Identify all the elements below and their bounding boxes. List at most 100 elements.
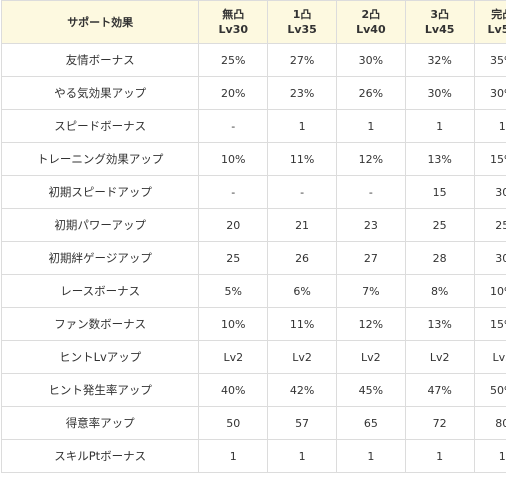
table-row: ヒント発生率アップ 40% 42% 45% 47% 50%: [0, 373, 506, 407]
header-effect: サポート効果: [0, 0, 200, 44]
header-level-4: 完凸 Lv50: [473, 0, 506, 44]
value-cell: 25: [198, 241, 269, 275]
value-cell: 50%: [473, 373, 506, 407]
value-cell: 40%: [198, 373, 269, 407]
value-cell: 1: [267, 439, 337, 473]
header-level-lv: Lv30: [218, 23, 249, 36]
table-row: 友情ボーナス 25% 27% 30% 32% 35%: [0, 43, 506, 77]
table-row: ファン数ボーナス 10% 11% 12% 13% 15%: [0, 307, 506, 341]
effect-name: レースボーナス: [0, 274, 200, 308]
value-cell: 23%: [267, 76, 337, 110]
value-cell: -: [267, 175, 337, 209]
table-row: 得意率アップ 50 57 65 72 80: [0, 406, 506, 440]
table-row: 初期パワーアップ 20 21 23 25 25: [0, 208, 506, 242]
value-cell: 1: [404, 109, 475, 143]
effect-name: 友情ボーナス: [0, 43, 200, 77]
value-cell: 47%: [404, 373, 475, 407]
value-cell: -: [335, 175, 406, 209]
value-cell: 6%: [267, 274, 337, 308]
table-row: ヒントLvアップ Lv2 Lv2 Lv2 Lv2 Lv3: [0, 340, 506, 374]
value-cell: Lv2: [404, 340, 475, 374]
value-cell: 12%: [335, 307, 406, 341]
value-cell: 20: [198, 208, 269, 242]
value-cell: 1: [473, 109, 506, 143]
value-cell: 26: [267, 241, 337, 275]
value-cell: -: [198, 109, 269, 143]
table-row: トレーニング効果アップ 10% 11% 12% 13% 15%: [0, 142, 506, 176]
value-cell: 26%: [335, 76, 406, 110]
table-row: 初期絆ゲージアップ 25 26 27 28 30: [0, 241, 506, 275]
header-level-lv: Lv40: [356, 23, 386, 36]
table-header-row: サポート効果 無凸 Lv30 1凸 Lv35 2凸 Lv40 3凸 Lv45 完凸 Lv5…: [0, 0, 506, 44]
value-cell: 1: [335, 439, 406, 473]
value-cell: 30%: [335, 43, 406, 77]
header-level-lv: Lv35: [287, 23, 317, 36]
table-row: スピードボーナス - 1 1 1 1: [0, 109, 506, 143]
table-row: スキルPtボーナス 1 1 1 1 1: [0, 439, 506, 473]
value-cell: Lv2: [335, 340, 406, 374]
value-cell: 10%: [198, 307, 269, 341]
value-cell: 30%: [404, 76, 475, 110]
table-row: やる気効果アップ 20% 23% 26% 30% 30%: [0, 76, 506, 110]
value-cell: 13%: [404, 307, 475, 341]
value-cell: 21: [267, 208, 337, 242]
value-cell: 30: [473, 241, 506, 275]
value-cell: 10%: [473, 274, 506, 308]
effect-name: ヒント発生率アップ: [0, 373, 200, 407]
value-cell: 1: [267, 109, 337, 143]
value-cell: 23: [335, 208, 406, 242]
value-cell: 27%: [267, 43, 337, 77]
value-cell: 25: [473, 208, 506, 242]
effect-name: 得意率アップ: [0, 406, 200, 440]
value-cell: Lv3: [473, 340, 506, 374]
value-cell: 30: [473, 175, 506, 209]
value-cell: 27: [335, 241, 406, 275]
value-cell: 13%: [404, 142, 475, 176]
value-cell: 28: [404, 241, 475, 275]
effect-name: トレーニング効果アップ: [0, 142, 200, 176]
value-cell: 80: [473, 406, 506, 440]
value-cell: 65: [335, 406, 406, 440]
header-level-name: 完凸: [491, 8, 506, 21]
value-cell: 12%: [335, 142, 406, 176]
table-row: 初期スピードアップ - - - 15 30: [0, 175, 506, 209]
value-cell: 8%: [404, 274, 475, 308]
value-cell: 57: [267, 406, 337, 440]
value-cell: 1: [404, 439, 475, 473]
effect-name: ヒントLvアップ: [0, 340, 200, 374]
value-cell: 30%: [473, 76, 506, 110]
value-cell: 42%: [267, 373, 337, 407]
header-level-lv: Lv45: [424, 23, 455, 36]
header-level-name: 3凸: [430, 8, 449, 21]
effect-name: 初期パワーアップ: [0, 208, 200, 242]
header-level-1: 1凸 Lv35: [267, 0, 337, 44]
value-cell: 1: [335, 109, 406, 143]
header-level-2: 2凸 Lv40: [335, 0, 406, 44]
value-cell: 1: [473, 439, 506, 473]
value-cell: 32%: [404, 43, 475, 77]
header-level-name: 2凸: [361, 8, 381, 21]
value-cell: 45%: [335, 373, 406, 407]
effect-name: スキルPtボーナス: [0, 439, 200, 473]
value-cell: Lv2: [198, 340, 269, 374]
value-cell: 15: [404, 175, 475, 209]
value-cell: 35%: [473, 43, 506, 77]
value-cell: 72: [404, 406, 475, 440]
value-cell: 11%: [267, 307, 337, 341]
effect-name: 初期絆ゲージアップ: [0, 241, 200, 275]
value-cell: 1: [198, 439, 269, 473]
value-cell: 25%: [198, 43, 269, 77]
effect-name: スピードボーナス: [0, 109, 200, 143]
table-row: レースボーナス 5% 6% 7% 8% 10%: [0, 274, 506, 308]
value-cell: 10%: [198, 142, 269, 176]
header-level-name: 無凸: [222, 8, 245, 21]
effect-name: ファン数ボーナス: [0, 307, 200, 341]
value-cell: 11%: [267, 142, 337, 176]
value-cell: 20%: [198, 76, 269, 110]
header-level-3: 3凸 Lv45: [404, 0, 475, 44]
value-cell: 7%: [335, 274, 406, 308]
value-cell: 15%: [473, 142, 506, 176]
header-level-name: 1凸: [292, 8, 312, 21]
value-cell: 15%: [473, 307, 506, 341]
